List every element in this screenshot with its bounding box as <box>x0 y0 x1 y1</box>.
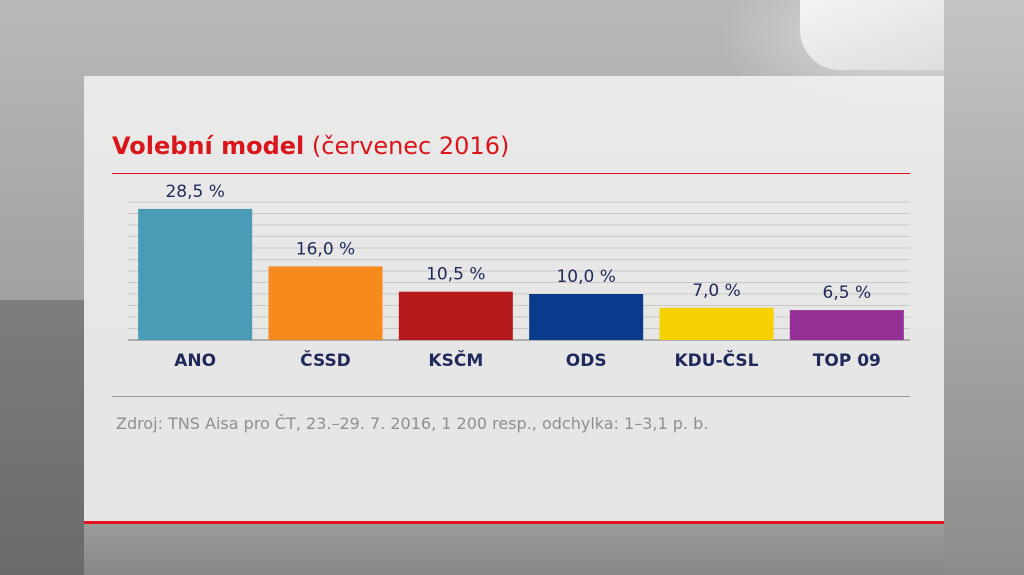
category-label: ODS <box>566 351 607 371</box>
chart-title-bold: Volební model <box>112 132 305 160</box>
bar-ksčm <box>398 291 513 340</box>
bar-kdu-čsl <box>659 307 774 340</box>
bar-ano <box>138 208 253 340</box>
background-right <box>944 0 1024 575</box>
category-label: ČSSD <box>300 349 351 371</box>
bar-value-label: 10,5 % <box>426 265 485 285</box>
source-divider <box>112 396 910 397</box>
chart-panel: Volební model (červenec 2016) 28,5 % ANO 1… <box>84 76 944 524</box>
category-label: ANO <box>174 351 216 371</box>
chart-title-period: (červenec 2016) <box>311 132 510 160</box>
bar-value-label: 6,5 % <box>823 283 872 303</box>
bar-ods <box>529 294 644 340</box>
source-note: Zdroj: TNS Aisa pro ČT, 23.–29. 7. 2016,… <box>116 414 709 433</box>
background-ballot-box-bottom <box>84 520 944 575</box>
category-label: KSČM <box>428 349 483 371</box>
category-label: KDU-ČSL <box>674 349 758 371</box>
bar-value-label: 10,0 % <box>556 267 615 287</box>
bar-chart: 28,5 % ANO 16,0 % ČSSD 10,5 % KSČM 10,0 % ODS 7,… <box>128 182 910 371</box>
bar-value-label: 7,0 % <box>692 281 741 301</box>
background-ballot-box-left <box>0 300 84 575</box>
bar-value-label: 28,5 % <box>165 182 224 202</box>
chart-title: Volební model (červenec 2016) <box>112 132 509 160</box>
category-label: TOP 09 <box>813 351 881 371</box>
bar-top-09 <box>789 310 904 340</box>
title-divider <box>112 173 910 174</box>
bar-value-label: 16,0 % <box>296 239 355 259</box>
bar-čssd <box>268 266 383 340</box>
